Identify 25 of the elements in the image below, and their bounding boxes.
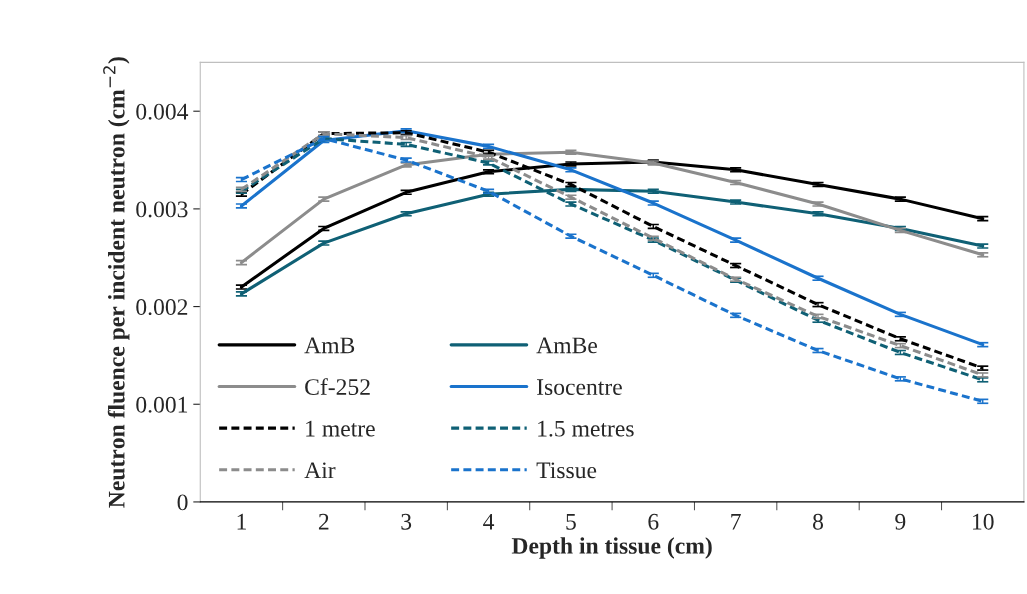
y-tick-label: 0.001 (136, 396, 188, 413)
x-tick-label: 4 (483, 513, 495, 530)
legend-label: AmBe (536, 337, 597, 354)
legend-label: Air (304, 462, 336, 479)
legend-label: AmB (304, 337, 355, 354)
legend-label: 1 metre (306, 420, 375, 437)
x-tick-label: 8 (813, 513, 824, 530)
x-tick-label: 6 (648, 513, 659, 530)
x-tick-label: 9 (895, 513, 906, 530)
y-tick-label: 0.003 (136, 201, 188, 218)
x-tick-label: 3 (401, 513, 412, 530)
x-tick-label: 7 (731, 513, 741, 530)
y-tick-label: 0.004 (136, 103, 189, 120)
y-tick-label: 0 (177, 494, 188, 511)
legend-label: Isocentre (537, 379, 622, 395)
x-tick-label: 2 (318, 513, 329, 530)
y-axis-title: Neutron fluence per incident neutron (cm$^{−2}$) (103, 57, 130, 508)
legend-label: Tissue (536, 462, 597, 479)
x-axis-title: Depth in tissue (cm) (511, 537, 712, 559)
y-tick-label: 0.002 (136, 299, 188, 316)
x-tick-label: 1 (237, 513, 246, 530)
x-tick-label: 5 (566, 513, 576, 530)
legend-label: Cf-252 (305, 378, 370, 395)
legend-label: 1.5 metres (538, 420, 634, 437)
x-tick-label: 10 (973, 513, 994, 530)
